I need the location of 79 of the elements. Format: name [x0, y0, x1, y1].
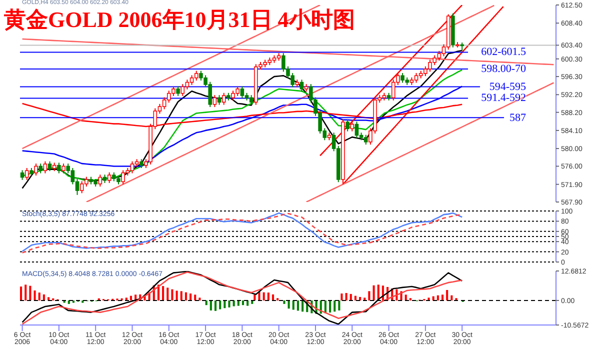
- bar: [82, 300, 84, 303]
- bar: [194, 294, 196, 300]
- candlestick: [217, 94, 222, 106]
- candlestick: [364, 134, 368, 146]
- bar: [34, 290, 36, 300]
- bar: [184, 292, 187, 300]
- bar: [436, 295, 439, 300]
- bar: [296, 300, 299, 311]
- bar: [180, 291, 182, 300]
- bar: [359, 296, 362, 300]
- bar: [338, 300, 340, 310]
- bar: [450, 295, 453, 300]
- candlestick: [212, 94, 217, 108]
- bar: [20, 286, 22, 300]
- bar: [292, 300, 294, 310]
- candlestick: [222, 92, 226, 106]
- candlestick: [20, 170, 24, 180]
- candlestick: [57, 162, 61, 174]
- bar: [190, 293, 192, 300]
- candlestick: [130, 160, 134, 174]
- bar: [441, 294, 444, 300]
- ref-line-label: 602-601.5: [481, 45, 526, 60]
- candlestick: [240, 86, 244, 99]
- bar: [232, 300, 235, 306]
- bar: [368, 291, 370, 300]
- bar: [162, 286, 164, 300]
- candlestick: [300, 79, 304, 92]
- bar: [214, 300, 217, 311]
- ref-line-label: 598.00-70: [481, 62, 526, 76]
- bar: [446, 290, 448, 300]
- candlestick: [62, 163, 66, 174]
- line-series: [306, 82, 554, 202]
- candlestick: [107, 172, 112, 184]
- bar: [288, 300, 290, 309]
- ref-line-label: 587: [510, 110, 526, 125]
- bar: [340, 293, 343, 300]
- candlestick: [98, 174, 102, 188]
- bar: [198, 298, 201, 300]
- bar: [302, 300, 304, 312]
- bar: [283, 300, 286, 304]
- bar: [242, 300, 244, 306]
- bar: [345, 293, 348, 300]
- bar: [166, 288, 169, 300]
- bar: [262, 292, 265, 300]
- candlestick: [43, 160, 48, 174]
- candlestick: [350, 121, 354, 132]
- candlestick: [346, 118, 350, 132]
- candlestick: [176, 86, 180, 96]
- candlestick: [180, 84, 185, 96]
- bar: [24, 284, 27, 300]
- bar: [68, 300, 70, 304]
- bar: [29, 286, 32, 300]
- candlestick: [249, 94, 254, 106]
- bar: [228, 300, 230, 308]
- candlestick: [24, 167, 29, 180]
- bar: [404, 294, 407, 300]
- candlestick: [38, 163, 43, 174]
- candlestick: [34, 163, 38, 176]
- bar: [176, 290, 178, 300]
- bar: [334, 300, 336, 312]
- bar: [254, 294, 256, 300]
- bar: [171, 289, 174, 300]
- bar: [210, 300, 212, 310]
- bar: [246, 300, 249, 306]
- bar: [267, 292, 270, 300]
- ref-line-label: 594-595: [489, 80, 526, 94]
- bar: [38, 292, 40, 300]
- candlestick: [48, 160, 52, 172]
- bar: [237, 300, 240, 306]
- bar: [72, 300, 75, 303]
- bar: [372, 285, 375, 300]
- bar: [219, 300, 222, 310]
- bar: [329, 300, 332, 313]
- line-series: [22, 50, 463, 189]
- bar: [354, 296, 356, 300]
- candlestick: [194, 70, 198, 82]
- bar: [205, 300, 208, 306]
- bar: [130, 296, 132, 300]
- candlestick: [354, 121, 359, 138]
